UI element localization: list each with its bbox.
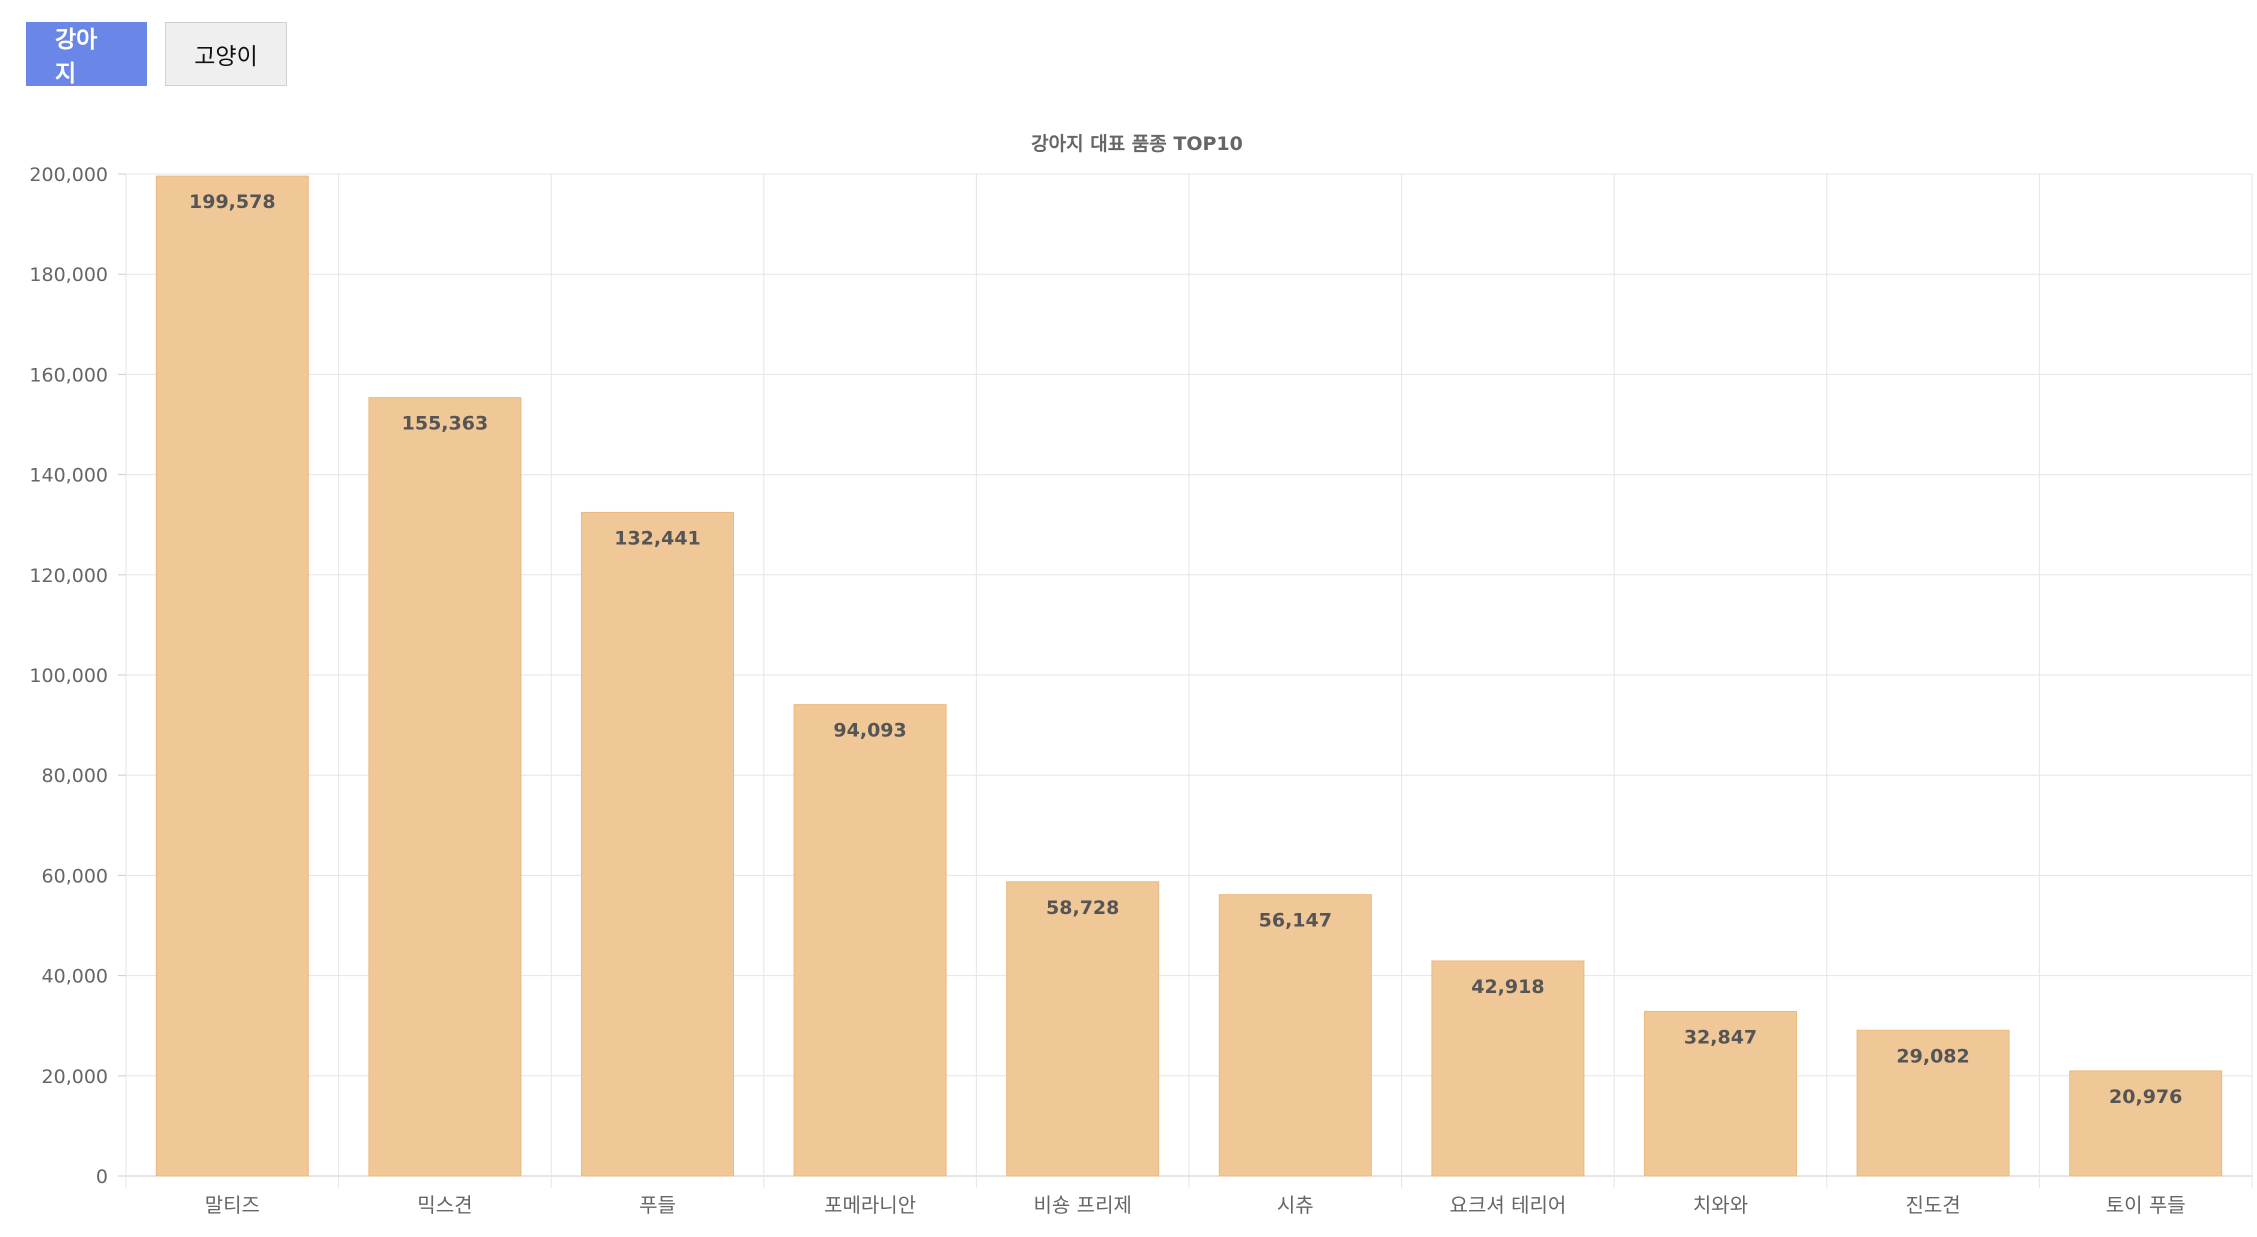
tab-dog[interactable]: 강아지 [26, 22, 147, 87]
bar-value-label: 58,728 [1046, 897, 1119, 919]
y-tick-label: 80,000 [42, 765, 108, 787]
x-category-label: 토이 푸들 [2106, 1193, 2186, 1217]
bar[interactable] [793, 704, 947, 1177]
y-tick-label: 120,000 [29, 565, 108, 587]
x-category-label: 치와와 [1693, 1193, 1748, 1217]
y-tick-label: 20,000 [42, 1066, 108, 1088]
x-category-label: 비숑 프리제 [1034, 1193, 1132, 1217]
bar-layer [155, 175, 2223, 1177]
y-tick-label: 140,000 [29, 465, 108, 487]
bar[interactable] [1856, 1029, 2010, 1177]
bar-value-label: 155,363 [402, 413, 489, 435]
x-category-label: 말티즈 [205, 1193, 260, 1217]
x-category-label: 포메라니안 [824, 1193, 916, 1217]
y-tick-label: 100,000 [29, 665, 108, 687]
species-tabs: 강아지 고양이 [26, 22, 287, 87]
bar-value-label: 42,918 [1471, 976, 1544, 998]
y-tick-label: 60,000 [42, 865, 108, 887]
y-tick-label: 160,000 [29, 364, 108, 386]
bar[interactable] [155, 175, 309, 1177]
bar-value-label: 20,976 [2109, 1086, 2182, 1108]
x-category-label: 푸들 [639, 1193, 676, 1217]
bar[interactable] [581, 511, 734, 1177]
x-category-label: 진도견 [1905, 1193, 1960, 1217]
bar-value-label: 56,147 [1259, 910, 1332, 932]
y-tick-label: 0 [96, 1166, 108, 1188]
bar[interactable] [1644, 1010, 1797, 1177]
chart-title: 강아지 대표 품종 TOP10 [1031, 133, 1243, 155]
tab-cat[interactable]: 고양이 [165, 22, 287, 86]
bar-value-label: 32,847 [1684, 1026, 1757, 1048]
bar-value-label: 199,578 [189, 191, 276, 213]
bar[interactable] [1006, 881, 1160, 1177]
bar[interactable] [2069, 1070, 2223, 1177]
bar[interactable] [1218, 894, 1372, 1177]
bar[interactable] [368, 397, 522, 1177]
y-tick-label: 200,000 [29, 164, 108, 186]
x-category-label: 시츄 [1277, 1193, 1314, 1217]
y-tick-label: 40,000 [42, 966, 108, 988]
bar-value-label: 132,441 [614, 527, 701, 549]
x-category-label: 요크셔 테리어 [1450, 1193, 1567, 1217]
bar-value-label: 94,093 [833, 720, 906, 742]
x-category-label: 믹스견 [417, 1193, 472, 1217]
y-tick-label: 180,000 [29, 264, 108, 286]
label-layer: 0 20,000 40,000 60,000 80,000 100,000 120,000 1… [29, 164, 2185, 1217]
bar-value-label: 29,082 [1896, 1045, 1969, 1067]
bar[interactable] [1431, 960, 1585, 1177]
